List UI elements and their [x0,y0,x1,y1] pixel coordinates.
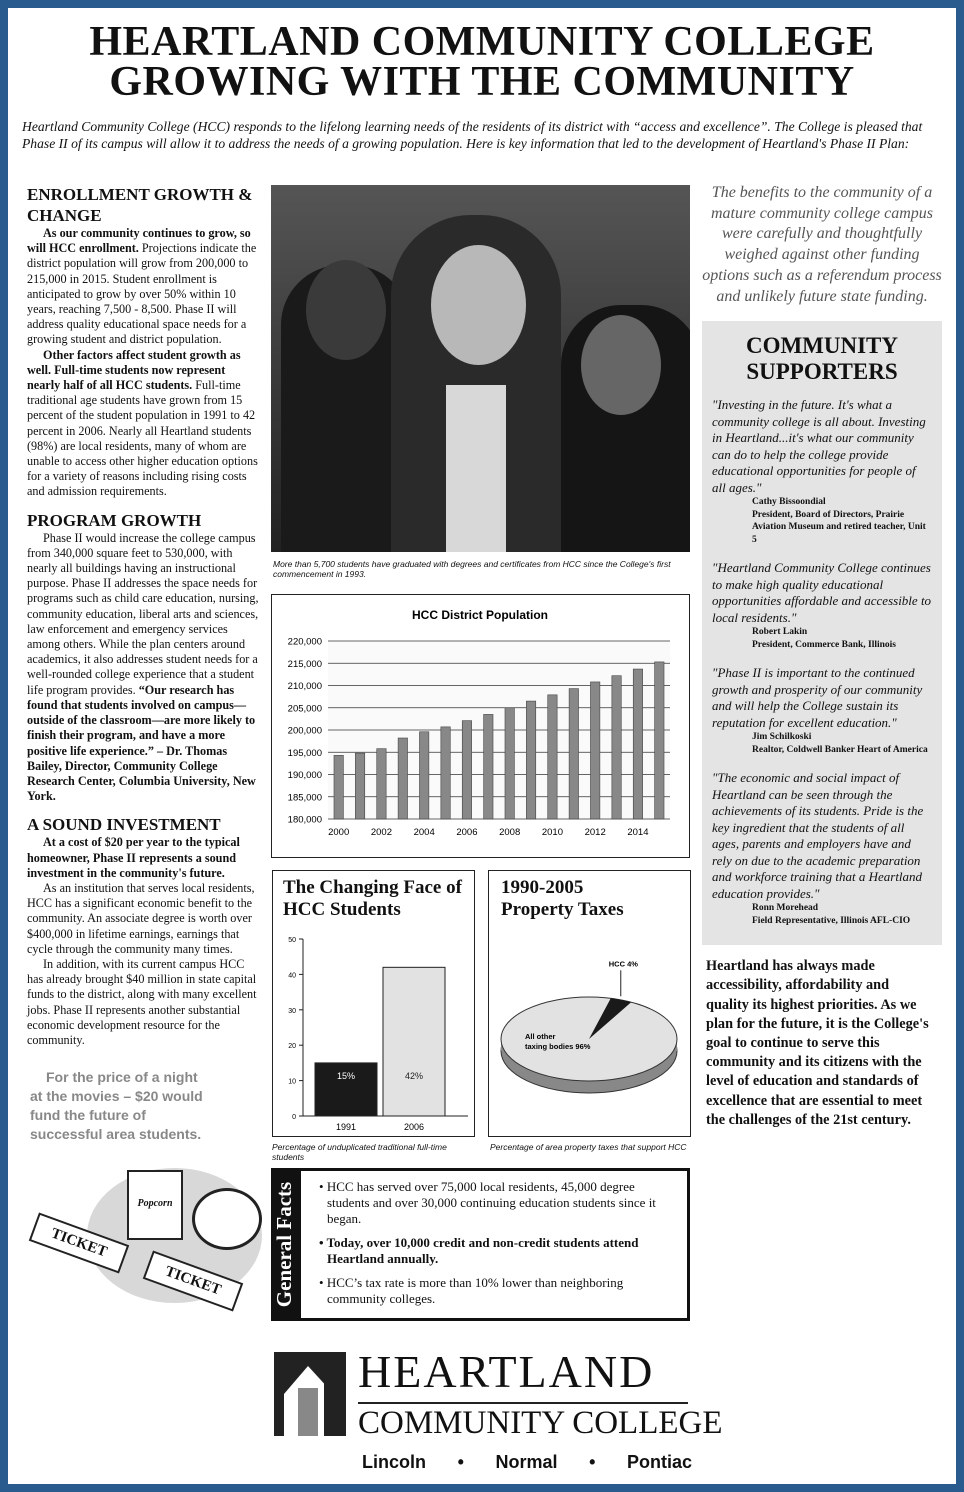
chart-title: HCC District Population [412,608,548,622]
population-bar [483,714,494,820]
student-bar [314,1062,378,1117]
y-tick-label: 50 [288,937,296,944]
logo-name: HEARTLAND [358,1346,655,1397]
x-tick-label: 2004 [414,827,435,838]
population-bar [397,737,408,820]
page-title: HEARTLAND COMMUNITY COLLEGE GROWING WITH … [89,19,875,105]
community-supporters: COMMUNITY SUPPORTERS "Investing in the f… [702,321,942,946]
x-tick-label: 2010 [542,827,563,838]
x-tick-label: 2008 [499,827,520,838]
taxes-chart-title: 1990-2005 Property Taxes [501,877,624,920]
population-bar [376,748,387,820]
campus-list: Lincoln • Normal • Pontiac [362,1452,692,1472]
fact-item: • HCC has served over 75,000 local resid… [319,1179,656,1226]
pie-slice-hcc [589,998,632,1039]
student-bar [382,966,446,1117]
bar-label: 42% [405,1071,423,1081]
supporter-quote: "The economic and social impact of Heart… [712,770,924,926]
supporter-quote: "Phase II is important to the continued … [712,665,928,755]
population-bar [611,675,622,820]
population-bar [654,661,665,820]
fact-item: • Today, over 10,000 credit and non-cred… [319,1235,639,1266]
population-bar [419,731,430,820]
benefits-text: The benefits to the community of a matur… [702,184,942,305]
label-line: All other [525,1032,555,1041]
supporters-heading: COMMUNITY SUPPORTERS [745,333,899,385]
investment-heading: A SOUND INVESTMENT [27,815,221,835]
population-bar [568,688,579,820]
y-tick-label: 210,000 [288,681,322,692]
students-chart-title: The Changing Face of HCC Students [283,877,462,920]
population-bar [504,707,515,820]
college-logo: HEARTLAND COMMUNITY COLLEGE Lincoln • Norm… [274,1346,723,1481]
population-chart: HCC District Population 180,000 185,000 190… [271,594,690,858]
photo-caption: More than 5,700 students have graduated … [273,559,671,579]
y-tick-label: 10 [288,1079,296,1086]
slice-label: All other taxing bodies 96% [525,1032,591,1051]
facts-label: General Facts [272,1181,297,1308]
graduates-photo [271,185,690,552]
taxes-caption: Percentage of area property taxes that s… [490,1142,687,1152]
population-bar [440,726,451,820]
taxes-pie-svg: HCC 4% All other taxing bodies 96% [500,959,678,1094]
population-bar [590,681,601,820]
population-chart-svg: HCC District Population 180,000 185,000 190… [288,608,670,838]
film-reel-icon [192,1188,262,1251]
y-tick-label: 215,000 [288,659,322,670]
x-tick-label: 2006 [456,827,477,838]
y-tick-label: 40 [288,972,296,979]
population-bar [547,694,558,820]
population-bar [526,700,537,820]
y-tick-label: 205,000 [288,703,322,714]
y-tick-label: 20 [288,1043,296,1050]
page: HEARTLAND COMMUNITY COLLEGE GROWING WITH … [8,8,956,1484]
x-tick-label: 2012 [585,827,606,838]
enrollment-heading: ENROLLMENT GROWTH & CHANGE [27,185,253,225]
x-tick-label: 2014 [627,827,648,838]
y-tick-label: 190,000 [288,770,322,781]
x-tick-label: 2002 [371,827,392,838]
y-tick-label: 195,000 [288,748,322,759]
population-bar [632,668,643,820]
x-tick-label: 2006 [404,1122,424,1132]
students-chart-svg: 0 10 20 30 40 50 15% 1991 42% 2006 [288,937,468,1132]
supporter-quote: "Heartland Community College continues t… [712,560,932,650]
population-bar [461,720,472,820]
fact-item: • HCC’s tax rate is more than 10% lower … [319,1275,624,1306]
logo-mark-icon [274,1352,346,1436]
logo-subtitle: COMMUNITY COLLEGE [358,1405,723,1441]
y-tick-label: 30 [288,1008,296,1015]
x-tick-label: 2000 [328,827,349,838]
program-heading: PROGRAM GROWTH [27,510,202,530]
x-tick-label: 1991 [336,1122,356,1132]
intro: Heartland Community College (HCC) respon… [22,119,923,151]
movies-promo: For the price of a night at the movies –… [27,1068,267,1318]
taxes-chart: 1990-2005 Property Taxes HCC 4% All other… [488,870,691,1137]
students-caption: Percentage of unduplicated traditional f… [272,1142,447,1162]
population-bar [333,755,344,820]
y-tick-label: 0 [292,1114,296,1121]
bar-label: 15% [337,1071,355,1081]
y-tick-label: 200,000 [288,726,322,737]
left-column: ENROLLMENT GROWTH & CHANGE As our commun… [27,178,262,1318]
popcorn-icon: Popcorn [127,1170,183,1241]
general-facts: General Facts • HCC has served over 75,0… [271,1168,690,1321]
y-tick-label: 185,000 [288,792,322,803]
population-bar [355,752,366,820]
y-tick-label: 180,000 [288,815,322,826]
slice-label: HCC 4% [609,959,639,968]
students-chart: The Changing Face of HCC Students 0 10 20 3… [272,870,475,1137]
facts-list: • HCC has served over 75,000 local resid… [301,1171,687,1318]
y-tick-label: 220,000 [288,637,322,648]
label-line: taxing bodies 96% [525,1042,591,1051]
closing-text: Heartland has always made accessibility,… [706,958,929,1128]
movies-text: For the price of a night at the movies –… [30,1069,203,1143]
supporter-quote: "Investing in the future. It's what a co… [712,397,926,545]
right-column: The benefits to the community of a matur… [702,183,942,1130]
